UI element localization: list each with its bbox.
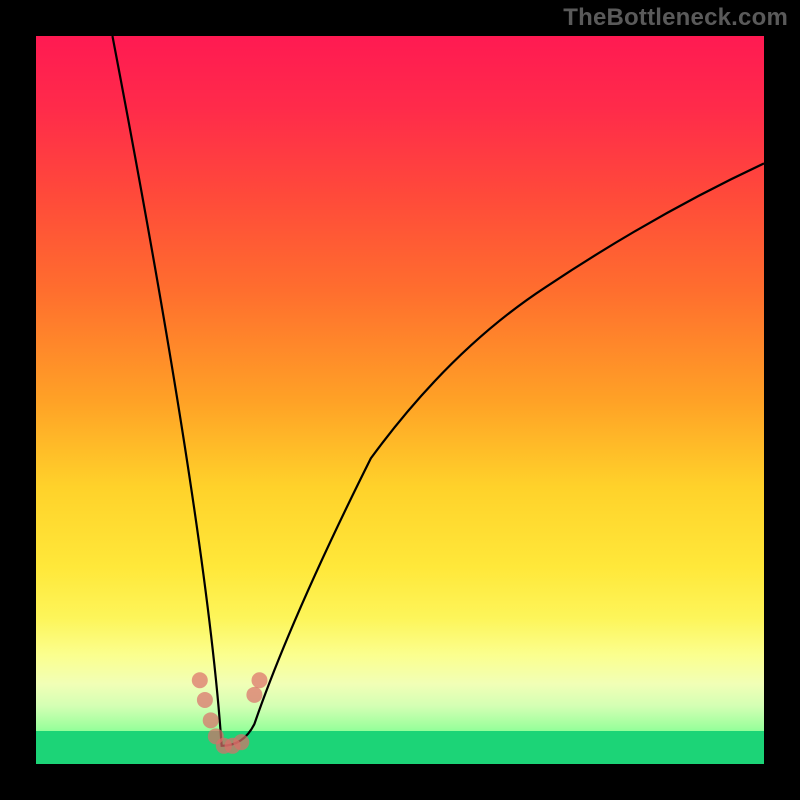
curve-path	[112, 36, 764, 746]
data-marker	[192, 672, 208, 688]
data-marker	[246, 687, 262, 703]
data-marker	[252, 672, 268, 688]
data-marker	[233, 734, 249, 750]
watermark-text: TheBottleneck.com	[563, 4, 788, 32]
data-marker	[197, 692, 213, 708]
data-marker	[203, 712, 219, 728]
bottleneck-curve	[36, 36, 764, 764]
frame: TheBottleneck.com	[0, 0, 800, 800]
plot-area	[36, 36, 764, 764]
